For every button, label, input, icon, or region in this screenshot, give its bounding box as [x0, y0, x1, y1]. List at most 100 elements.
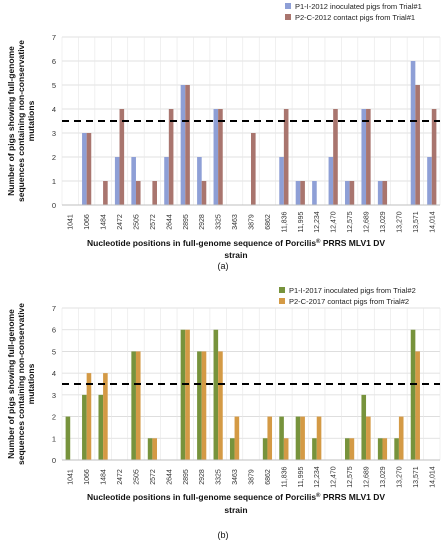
bar-a-s1-2644 [164, 157, 169, 205]
x-tick-label-b: 12,575 [347, 466, 354, 488]
x-tick-label-a: 3325 [216, 214, 223, 230]
x-tick-label-a: 1484 [101, 214, 108, 230]
legend-label-b-1: P1-I-2017 inoculated pigs from Trial#2 [289, 286, 416, 295]
bar-b-s2-12575 [349, 438, 355, 460]
bar-b-s2-12234 [316, 416, 322, 460]
x-tick-labels-b: 1041 1066 1484 2472 2505 2572 2644 2895 2928 3325… [68, 466, 437, 488]
x-tick-label-a: 12,575 [347, 211, 354, 233]
bar-b-s1-1484 [98, 394, 104, 460]
legend-label-b-2: P2-C-2017 contact pigs from Trial#2 [289, 297, 409, 306]
bar-b-s1-6862 [262, 438, 268, 460]
x-tick-label-b: 2895 [183, 469, 190, 485]
bar-b-s1-3463 [229, 438, 235, 460]
x-tick-label-b: 3463 [232, 469, 239, 485]
y-tick-label-a: 0 [52, 201, 56, 210]
bar-b-s1-2572 [147, 438, 153, 460]
x-tick-label-b: 12,689 [364, 466, 371, 488]
bar-a-s2-2572 [152, 181, 157, 205]
bar-b-s1-1066 [82, 394, 87, 460]
x-tick-label-b: 2928 [199, 469, 206, 485]
x-tick-label-a: 12,689 [364, 211, 371, 233]
x-tick-label-a: 2472 [117, 214, 124, 230]
bar-b-s2-2505 [135, 351, 141, 460]
x-tick-labels-a: 1041 1066 1484 2472 2505 2572 2644 2895 2928 3325… [68, 211, 437, 233]
y-tick-label-b: 5 [52, 347, 56, 356]
x-tick-label-b: 13,270 [396, 466, 403, 488]
x-tick-label-b: 3879 [249, 469, 256, 485]
bar-a-s2-1066 [86, 133, 92, 205]
bar-b-s1-2505 [131, 351, 136, 460]
x-tick-label-a: 12,234 [314, 211, 321, 233]
bar-b-s1-3325 [213, 329, 219, 460]
bar-a-s1-13029 [377, 181, 383, 205]
bar-a-s1-2505 [131, 157, 136, 205]
bar-a-s2-12575 [349, 181, 355, 205]
bar-a-s2-11836 [283, 109, 289, 205]
bar-b-s2-13270 [398, 416, 404, 460]
bar-a-s2-13029 [382, 181, 388, 205]
y-tick-label-b: 2 [52, 413, 56, 422]
bar-a-s1-11836 [279, 157, 284, 205]
gridlines-b [61, 307, 441, 461]
legend-label-a-2: P2-C-2012 contact pigs from Trial#1 [295, 13, 415, 22]
bar-b-s2-12689 [366, 416, 371, 460]
bar-a-s2-2895 [185, 85, 190, 205]
bar-a-s2-2928 [201, 181, 207, 205]
bar-a-s2-2505 [135, 181, 141, 205]
x-tick-label-b: 1041 [68, 469, 75, 485]
legend-swatch-b-2 [279, 298, 285, 304]
y-tick-labels-b: 0 1 2 3 4 5 6 7 [52, 304, 56, 465]
x-tick-label-b: 2572 [150, 469, 157, 485]
x-tick-label-a: 13,029 [380, 211, 387, 233]
bar-b-s2-2895 [185, 329, 190, 460]
y-axis-title-a-line2: sequences containing non-conservative [16, 40, 26, 202]
bar-a-s2-12689 [366, 109, 371, 205]
x-tick-label-a: 1041 [68, 214, 75, 230]
x-tick-label-b: 2472 [117, 469, 124, 485]
x-tick-label-a: 12,470 [331, 211, 338, 233]
bar-b-s1-1041 [65, 416, 71, 460]
bar-a-s1-2895 [180, 85, 186, 205]
bar-b-s1-2928 [197, 351, 202, 460]
bar-b-s2-13571 [415, 351, 420, 460]
legend-b: P1-I-2017 inoculated pigs from Trial#2 P2… [279, 286, 416, 306]
x-tick-label-a: 3879 [249, 214, 256, 230]
x-tick-label-b: 11,836 [281, 466, 288, 487]
bar-a-s1-2472 [114, 157, 120, 205]
legend-swatch-a-2 [285, 14, 291, 20]
y-tick-label-b: 4 [52, 369, 56, 378]
y-tick-label-a: 7 [52, 33, 56, 42]
bar-a-s2-3325 [218, 109, 223, 205]
bar-b-s2-6862 [267, 416, 273, 460]
panel-label-a: (a) [218, 261, 229, 271]
x-tick-label-a: 2644 [166, 214, 173, 230]
x-tick-label-b: 12,234 [314, 466, 321, 488]
x-tick-label-b: 1066 [84, 469, 91, 485]
y-axis-title-a-line1: Number of pigs showing full-genome [6, 46, 16, 196]
x-tick-label-a: 2895 [183, 214, 190, 230]
bar-a-s2-14014 [431, 109, 437, 205]
y-tick-label-b: 0 [52, 456, 56, 465]
bar-a-s2-13571 [415, 85, 420, 205]
legend-label-a-1: P1-I-2012 inoculated pigs from Trial#1 [295, 2, 422, 11]
y-tick-label-b: 1 [52, 434, 56, 443]
x-axis-title-b: Nucleotide positions in full-genome sequ… [87, 492, 385, 502]
y-tick-label-a: 5 [52, 81, 56, 90]
x-tick-label-a: 2928 [199, 214, 206, 230]
x-tick-label-a: 14,014 [429, 211, 436, 233]
x-tick-label-b: 12,470 [331, 466, 338, 488]
x-tick-label-a: 11,836 [281, 211, 288, 232]
x-tick-label-a: 13,270 [396, 211, 403, 233]
x-tick-label-a: 2572 [150, 214, 157, 230]
x-tick-label-a: 13,571 [413, 211, 420, 233]
bar-b-s2-1066 [86, 373, 92, 460]
bar-a-s2-2644 [168, 109, 174, 205]
x-tick-label-a: 1066 [84, 214, 91, 230]
bar-b-s1-12575 [345, 438, 350, 460]
bar-a-s1-12689 [361, 109, 367, 205]
bar-a-s2-12470 [333, 109, 338, 205]
bar-a-s1-11995 [295, 181, 301, 205]
y-tick-label-b: 6 [52, 326, 56, 335]
x-tick-label-b: 1484 [101, 469, 108, 485]
